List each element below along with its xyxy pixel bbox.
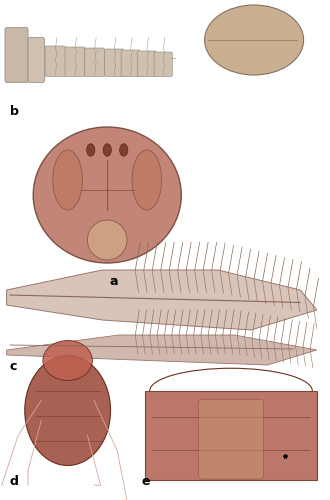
FancyBboxPatch shape <box>5 28 28 82</box>
Ellipse shape <box>86 144 95 156</box>
Ellipse shape <box>205 5 304 75</box>
FancyBboxPatch shape <box>154 52 172 76</box>
Ellipse shape <box>103 144 111 156</box>
Ellipse shape <box>53 150 82 210</box>
Text: e: e <box>142 475 150 488</box>
Text: c: c <box>10 360 17 373</box>
Ellipse shape <box>119 144 128 156</box>
FancyBboxPatch shape <box>28 38 45 82</box>
Polygon shape <box>7 335 317 365</box>
FancyBboxPatch shape <box>121 50 140 76</box>
FancyBboxPatch shape <box>65 47 85 76</box>
FancyBboxPatch shape <box>199 400 263 479</box>
Ellipse shape <box>132 150 162 210</box>
FancyBboxPatch shape <box>105 49 124 76</box>
Text: d: d <box>10 475 19 488</box>
Polygon shape <box>145 391 317 480</box>
Ellipse shape <box>43 340 92 380</box>
Ellipse shape <box>25 356 111 466</box>
Ellipse shape <box>33 127 181 263</box>
Text: b: b <box>10 105 19 118</box>
FancyBboxPatch shape <box>45 46 65 76</box>
Text: a: a <box>110 275 118 288</box>
Ellipse shape <box>87 220 127 260</box>
Polygon shape <box>7 270 317 330</box>
FancyBboxPatch shape <box>138 51 156 76</box>
FancyBboxPatch shape <box>85 48 104 76</box>
